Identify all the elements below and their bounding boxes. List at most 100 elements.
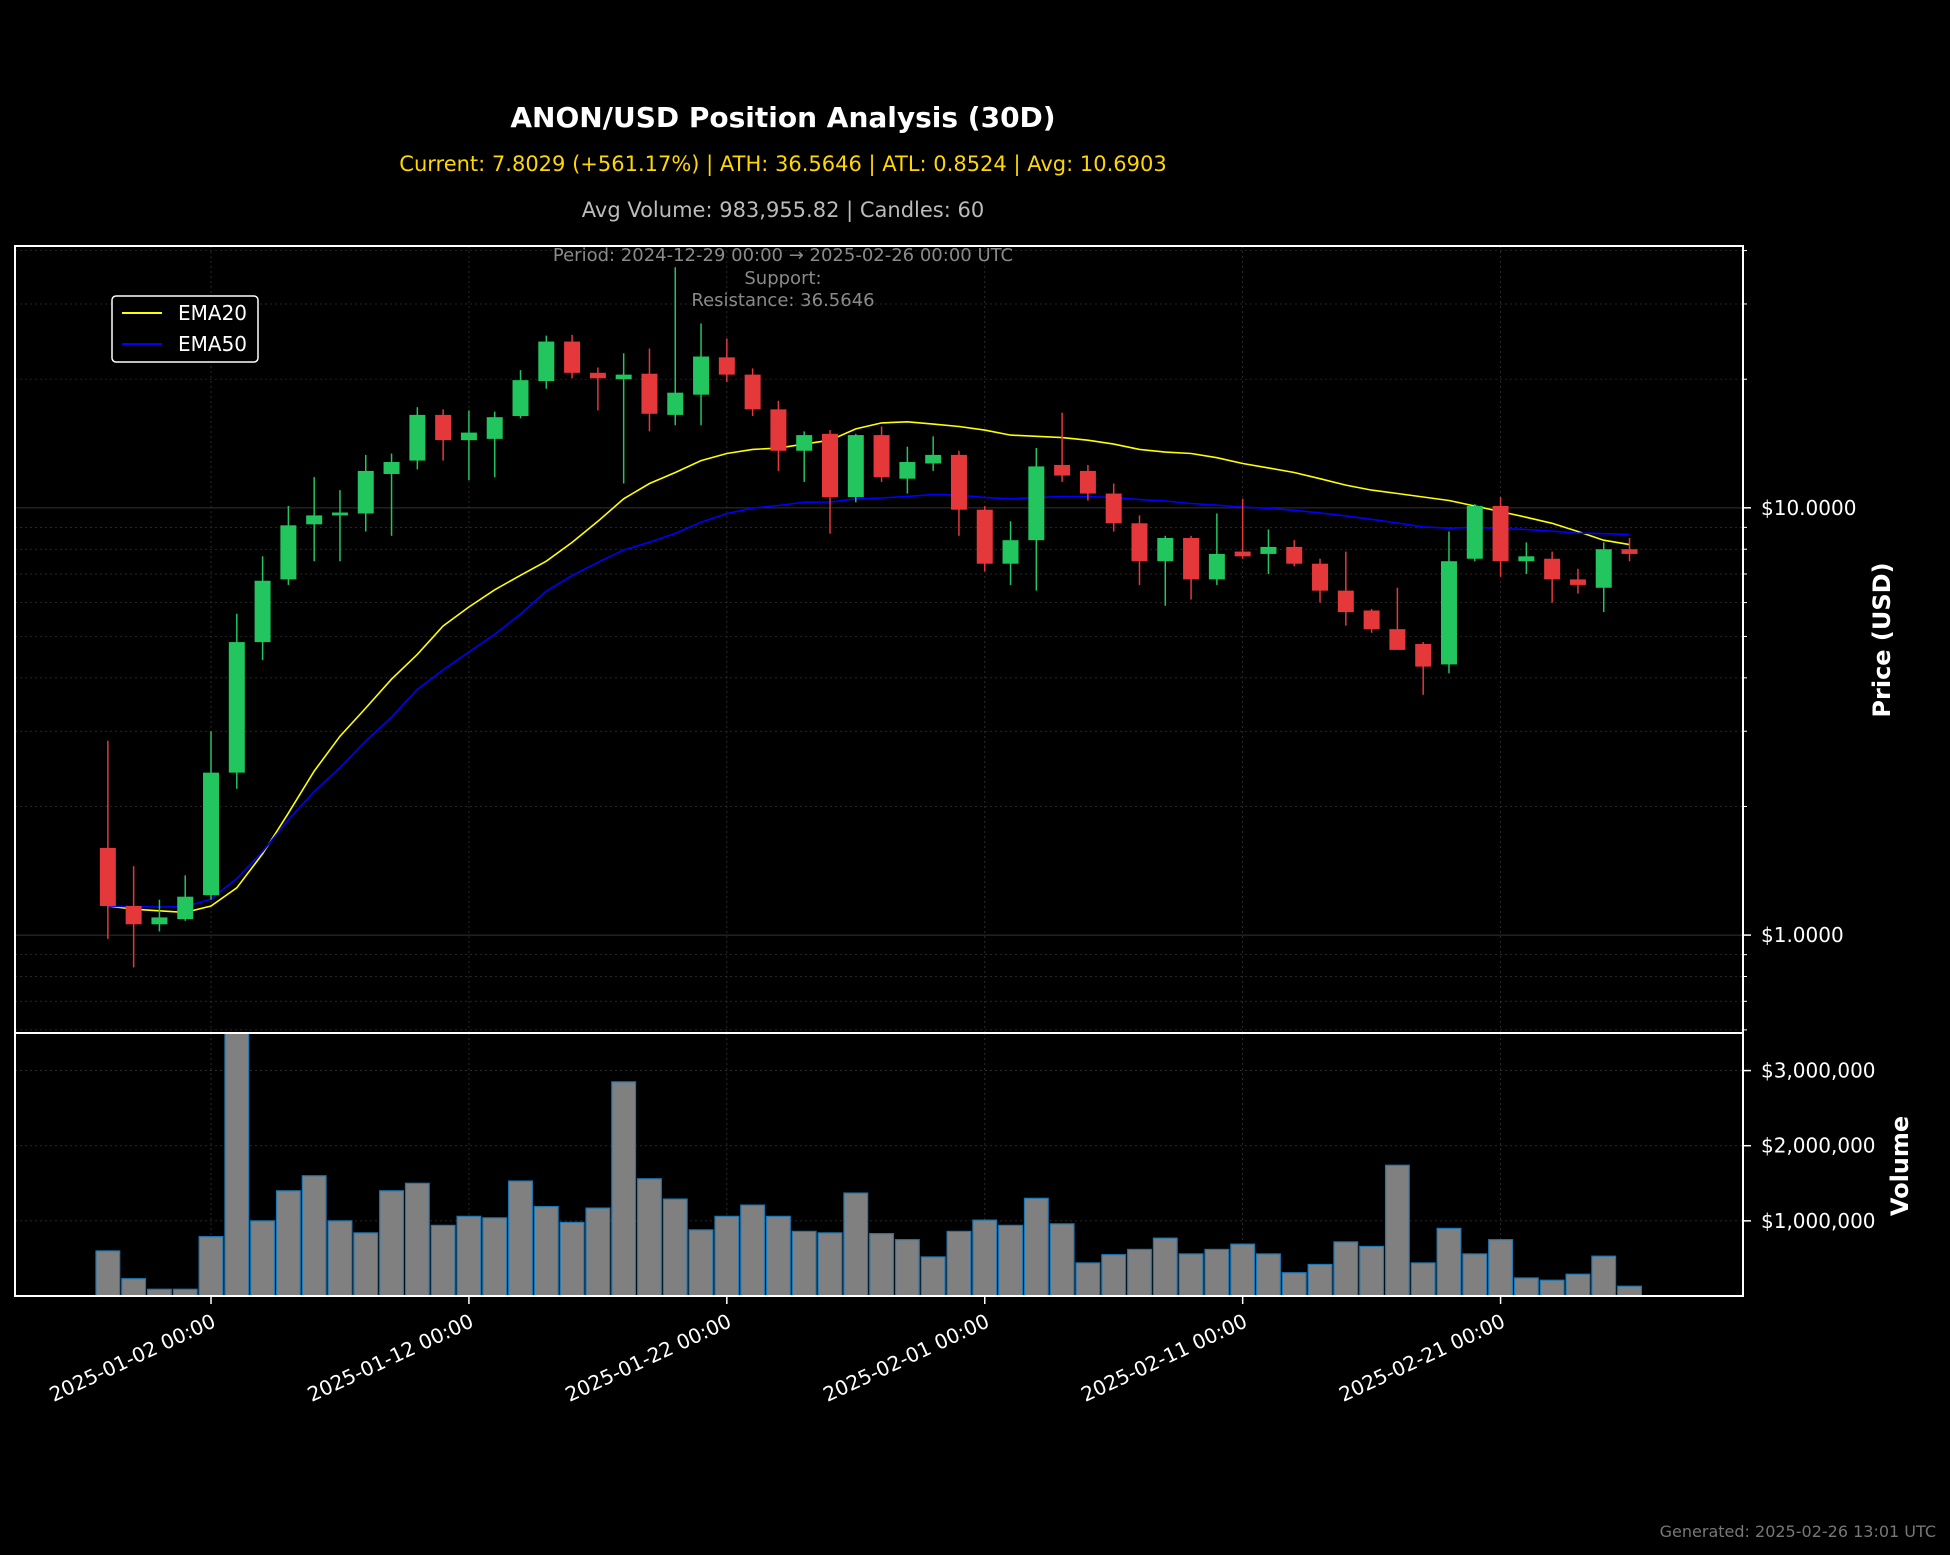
candle-body <box>950 454 967 510</box>
volume-bar <box>585 1207 611 1297</box>
volume-bar <box>146 1288 172 1297</box>
volume-bar <box>1513 1277 1539 1297</box>
candle-body <box>1569 579 1586 585</box>
volume-bar <box>456 1215 482 1297</box>
candle-body <box>306 515 323 525</box>
candles-layer <box>99 267 1638 968</box>
candle-body <box>873 435 890 478</box>
price-grid <box>15 246 1743 1033</box>
candle-body <box>1028 466 1045 541</box>
price-tick-label: $10.0000 <box>1761 496 1856 520</box>
volume-bar <box>1565 1273 1591 1297</box>
candle-body <box>1389 629 1406 650</box>
volume-bar <box>1591 1255 1617 1297</box>
candle-body <box>1544 558 1561 580</box>
volume-bar <box>611 1081 637 1297</box>
volume-layer <box>95 1032 1642 1297</box>
volume-bar <box>1255 1253 1281 1297</box>
period-annotation: Period: 2024-12-29 00:00 → 2025-02-26 00… <box>553 245 1013 266</box>
volume-bar <box>636 1178 662 1297</box>
x-tick-label: 2025-01-02 00:00 <box>46 1309 219 1407</box>
volume-bar <box>765 1215 791 1297</box>
volume-bar <box>1075 1262 1101 1297</box>
candle-body <box>435 414 452 441</box>
volume-tick-label: $1,000,000 <box>1761 1209 1876 1233</box>
volume-panel-frame <box>14 1032 1744 1297</box>
candle-body <box>1079 470 1096 494</box>
candle-body <box>589 372 606 379</box>
volume-bar <box>1230 1243 1256 1297</box>
volume-bar <box>688 1229 714 1297</box>
candle-body <box>1440 561 1457 665</box>
volume-bar <box>1462 1253 1488 1297</box>
volume-bar <box>404 1182 430 1297</box>
volume-bar <box>559 1221 585 1297</box>
volume-bar <box>1488 1239 1514 1297</box>
candle-body <box>1595 549 1612 588</box>
chart-title: ANON/USD Position Analysis (30D) <box>510 101 1055 134</box>
volume-tick-label: $2,000,000 <box>1761 1134 1876 1158</box>
candle-body <box>1466 505 1483 559</box>
volume-bar <box>1384 1164 1410 1297</box>
volume-bar <box>998 1224 1023 1297</box>
candle-body <box>796 435 813 451</box>
volume-bar <box>946 1230 972 1297</box>
volume-bar <box>353 1232 379 1297</box>
candle-body <box>1183 537 1200 580</box>
candle-body <box>280 525 297 580</box>
generated-footer: Generated: 2025-02-26 13:01 UTC <box>1660 1522 1936 1541</box>
volume-bar <box>482 1217 508 1297</box>
candle-body <box>564 341 581 373</box>
price-panel-frame <box>14 245 1744 1034</box>
legend-ema50-label: EMA50 <box>178 332 247 356</box>
candle-body <box>177 896 194 920</box>
x-tick-label: 2025-01-22 00:00 <box>561 1309 734 1407</box>
price-axis-ticks: $1.0000 $10.0000 <box>1743 250 1856 1031</box>
candle-body <box>1054 464 1071 476</box>
candle-body <box>615 374 632 380</box>
candle-body <box>99 847 116 906</box>
candle-body <box>976 509 993 564</box>
candle-body <box>1234 551 1251 557</box>
volume-bar <box>1049 1223 1075 1297</box>
candle-body <box>125 905 142 925</box>
volume-bar <box>1178 1253 1204 1297</box>
x-tick-label: 2025-01-12 00:00 <box>304 1309 477 1407</box>
volume-bar <box>1359 1245 1385 1297</box>
volume-bar <box>1410 1262 1436 1297</box>
volume-axis-ticks: $1,000,000 $2,000,000 $3,000,000 <box>1743 1059 1876 1233</box>
volume-bar <box>172 1288 198 1297</box>
volume-bar <box>198 1236 224 1297</box>
candle-body <box>1312 563 1329 591</box>
candle-body <box>151 917 168 925</box>
candle-body <box>1105 493 1122 524</box>
candle-body <box>1260 546 1277 554</box>
candle-body <box>693 356 710 395</box>
volume-bar <box>379 1190 405 1297</box>
candle-body <box>925 454 942 464</box>
candle-body <box>1157 537 1174 562</box>
volume-bar <box>275 1190 301 1297</box>
price-axis-label: Price (USD) <box>1868 562 1896 717</box>
x-axis-ticks: 2025-01-02 00:00 2025-01-12 00:00 2025-01-… <box>46 1296 1509 1407</box>
support-annotation: Support: <box>744 268 821 289</box>
candle-body <box>899 462 916 479</box>
candle-body <box>1621 549 1638 554</box>
volume-bar <box>1023 1197 1049 1297</box>
candle-body <box>383 462 400 474</box>
x-tick-label: 2025-02-21 00:00 <box>1335 1309 1508 1407</box>
volume-bar <box>894 1239 920 1297</box>
candle-body <box>254 580 271 643</box>
volume-bar <box>1436 1227 1462 1297</box>
candle-body <box>486 417 503 439</box>
ema20-line <box>107 420 1630 914</box>
volume-bar <box>1617 1285 1642 1297</box>
volume-grid <box>15 1033 1743 1296</box>
candle-body <box>331 512 348 516</box>
volume-bar <box>95 1250 121 1297</box>
candle-body <box>1337 590 1354 613</box>
volume-bar <box>508 1180 533 1297</box>
candle-body <box>667 392 684 415</box>
volume-bar <box>791 1230 817 1297</box>
volume-bar <box>972 1219 998 1297</box>
